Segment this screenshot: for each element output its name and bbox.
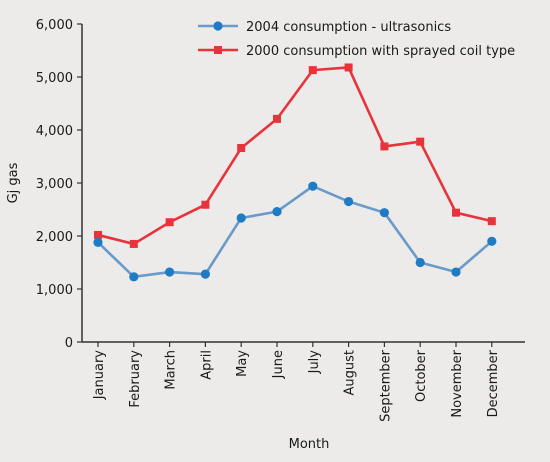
data-point <box>379 208 389 218</box>
x-tick-label: February <box>128 350 143 408</box>
series-line <box>97 184 493 279</box>
legend-label: 2004 consumption - ultrasonics <box>246 20 451 35</box>
data-point <box>415 257 425 268</box>
legend: 2004 consumption - ultrasonics 2000 consu… <box>198 20 515 59</box>
x-tick-label: October <box>414 349 429 402</box>
data-point <box>344 196 354 207</box>
x-tick-label: January <box>92 350 107 401</box>
y-tick-label: 4,000 <box>36 124 73 139</box>
data-point <box>380 142 389 151</box>
x-tick-label: April <box>199 350 214 380</box>
x-tick-label: June <box>271 350 286 379</box>
y-tick-label: 2,000 <box>36 230 73 245</box>
data-point <box>273 114 281 123</box>
data-point <box>272 207 282 217</box>
data-point <box>416 137 425 146</box>
data-point <box>165 267 175 277</box>
series-layer <box>93 63 497 282</box>
data-point <box>93 237 103 247</box>
y-axis-label: Gj gas <box>6 162 21 203</box>
data-point <box>236 213 246 223</box>
series-line <box>97 66 493 246</box>
data-point <box>308 66 317 75</box>
data-point <box>129 239 138 248</box>
series-group <box>94 63 496 248</box>
x-tick-label: May <box>235 350 250 377</box>
legend-marker <box>214 46 222 54</box>
data-point <box>487 236 497 246</box>
y-tick-label: 1,000 <box>36 283 73 298</box>
series-group <box>93 181 497 282</box>
data-point <box>94 230 102 239</box>
y-tick-label: 3,000 <box>36 177 73 192</box>
x-tick-label: August <box>343 350 358 396</box>
data-point <box>487 217 496 226</box>
axes <box>81 24 525 343</box>
legend-label: 2000 consumption with sprayed coil type <box>246 44 515 59</box>
x-tick-label: December <box>486 349 501 417</box>
x-tick-label: March <box>164 350 179 390</box>
x-tick-label: September <box>378 349 393 422</box>
data-point <box>237 144 246 153</box>
y-tick-label: 5,000 <box>36 71 73 86</box>
data-point <box>201 200 210 209</box>
legend-entry: 2000 consumption with sprayed coil type <box>198 44 515 59</box>
y-axis-ticks: 0 1,000 2,000 3,000 4,000 5,000 6,000 <box>36 18 82 351</box>
legend-entry: 2004 consumption - ultrasonics <box>198 20 451 35</box>
x-axis-ticks: January February March April May June July Augu… <box>92 342 501 422</box>
data-point <box>308 181 318 191</box>
x-axis-label: Month <box>289 437 330 452</box>
data-point <box>129 272 139 282</box>
y-tick-label: 6,000 <box>36 18 73 33</box>
data-point <box>344 63 353 72</box>
x-tick-label: November <box>450 349 465 417</box>
data-point <box>165 218 174 227</box>
data-point <box>451 267 461 277</box>
data-point <box>200 269 210 279</box>
x-tick-label: July <box>307 350 322 375</box>
data-point <box>452 208 460 217</box>
legend-marker <box>213 21 223 31</box>
y-tick-label: 0 <box>65 336 73 351</box>
